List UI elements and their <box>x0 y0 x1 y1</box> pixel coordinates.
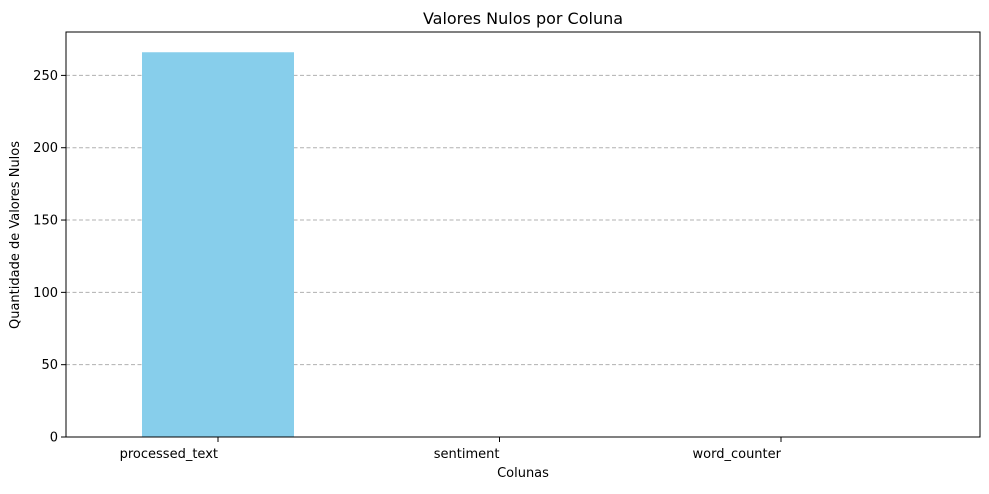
y-tick-label: 0 <box>50 431 58 446</box>
y-tick-label: 100 <box>33 286 58 301</box>
y-tick-label: 200 <box>33 141 58 156</box>
x-tick-label: sentiment <box>434 447 500 462</box>
x-tick-label: word_counter <box>693 447 782 462</box>
y-tick-label: 150 <box>33 214 58 229</box>
y-axis-ticks: 0 50 100 150 200 250 <box>33 69 66 446</box>
y-tick-label: 250 <box>33 69 58 84</box>
y-tick-label: 50 <box>41 358 58 373</box>
y-axis-label: Quantidade de Valores Nulos <box>8 141 23 329</box>
x-axis-ticks: processed_text sentiment word_counter <box>120 437 782 462</box>
bars <box>142 52 294 437</box>
chart-title: Valores Nulos por Coluna <box>423 9 623 28</box>
bar-processed_text <box>142 52 294 437</box>
plot-area-frame <box>65 31 981 438</box>
x-axis-label: Colunas <box>497 466 549 481</box>
x-tick-label: processed_text <box>120 447 218 462</box>
